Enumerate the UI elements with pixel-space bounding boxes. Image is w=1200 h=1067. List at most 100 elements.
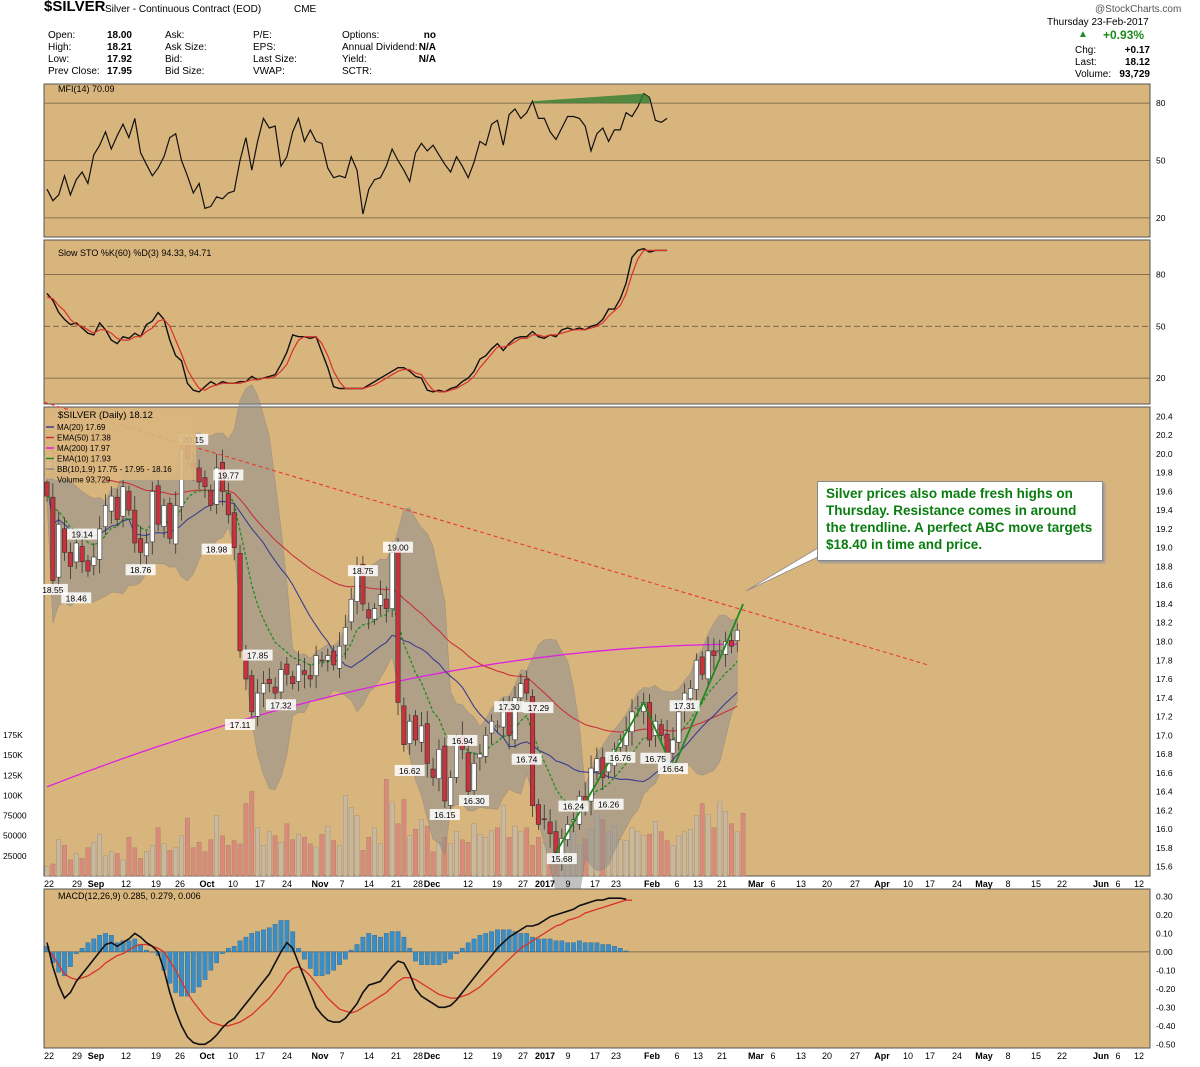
macd-histogram-bar	[290, 931, 296, 953]
legend-entry: EMA(10) 17.93	[57, 455, 111, 464]
macd-histogram-bar	[243, 936, 249, 953]
volume-bar	[512, 825, 518, 877]
candle-body	[120, 486, 126, 517]
x-axis-label: Apr	[874, 879, 890, 889]
candle-body	[395, 547, 401, 703]
abc-move-line	[555, 603, 744, 853]
macd-histogram-bar	[225, 948, 231, 953]
x-axis-label: Nov	[311, 1051, 328, 1061]
x-axis-label: May	[975, 879, 993, 889]
volume-bar	[430, 851, 436, 877]
price-label: 19.77	[213, 469, 244, 481]
macd-histogram-bar	[401, 936, 407, 953]
x-axis-label: 2017	[535, 879, 555, 889]
x-axis-label: 13	[693, 1051, 703, 1061]
price-tick-label: 16.4	[1156, 787, 1173, 797]
x-axis-label: Sep	[88, 879, 105, 889]
volume-bar	[653, 821, 658, 877]
candle-body	[161, 505, 167, 527]
price-tick-label: 16.2	[1156, 805, 1173, 815]
volume-bar	[208, 839, 214, 877]
x-axis-label: 12	[1134, 1051, 1144, 1061]
macd-histogram-bar	[91, 938, 97, 953]
candle-body	[173, 505, 179, 545]
options-label: Yield:	[342, 54, 367, 65]
candle-body	[670, 739, 676, 754]
price-label-box	[429, 809, 460, 821]
x-axis-label: 20	[822, 879, 832, 889]
volume-bar	[196, 842, 202, 877]
macd-histogram-bar	[313, 951, 319, 977]
volume-bar	[149, 845, 155, 877]
x-axis-label: 12	[1134, 879, 1144, 889]
volume-bar	[395, 823, 401, 877]
volume-bar	[85, 847, 91, 877]
price-label-text: 17.29	[528, 703, 550, 713]
price-label-text: 18.46	[66, 593, 88, 603]
volume-bar	[530, 845, 535, 877]
volume-bar	[261, 845, 266, 877]
candle-body	[693, 659, 699, 690]
volume-bar	[734, 831, 740, 877]
volume-bar	[664, 840, 670, 877]
sto-d-line	[46, 249, 668, 393]
candle-body	[155, 485, 161, 525]
volume-bar	[313, 846, 319, 877]
volume-tick-label: 125K	[3, 770, 23, 780]
candle-body	[658, 724, 664, 736]
candle-body	[530, 696, 536, 806]
x-axis-label: 6	[1115, 879, 1120, 889]
macd-histogram-bar	[424, 951, 430, 965]
macd-histogram-bar	[541, 938, 547, 953]
volume-bar	[302, 837, 307, 877]
volume-bar	[366, 837, 372, 877]
volume-bar	[243, 803, 249, 877]
x-axis-label: Oct	[199, 1051, 214, 1061]
volume-bar	[144, 851, 149, 877]
legend-bg	[46, 410, 196, 480]
fundamental-label: Last Size:	[253, 54, 297, 65]
price-label-text: 19.00	[387, 543, 409, 553]
candle-body	[67, 552, 73, 567]
price-label: 17.32	[266, 699, 296, 711]
price-tick-label: 17.6	[1156, 674, 1173, 684]
candle-body	[231, 512, 237, 548]
macd-histogram-bar	[512, 931, 518, 953]
volume-bar	[44, 866, 50, 877]
x-axis-label: 23	[611, 879, 621, 889]
candle-body	[717, 650, 723, 653]
volume-bar	[91, 842, 97, 877]
macd-histogram-bar	[623, 950, 629, 953]
legend-entry: MA(20) 17.69	[57, 423, 106, 432]
mfi-line	[46, 92, 668, 215]
macd-histogram-bar	[173, 951, 179, 993]
volume-bar	[536, 837, 541, 877]
macd-histogram-bar	[62, 951, 67, 977]
price-label: 17.30	[494, 701, 525, 713]
candle-body	[143, 542, 149, 557]
volume-bar	[173, 847, 179, 877]
volume-bar	[389, 801, 395, 877]
macd-histogram-bar	[261, 929, 266, 953]
candle-body	[196, 467, 202, 483]
volume-bar	[413, 829, 418, 877]
volume-bar	[372, 827, 377, 877]
x-axis-label: Oct	[199, 879, 214, 889]
volume-bar	[500, 804, 506, 877]
macd-histogram-bar	[120, 940, 126, 953]
price-tick-label: 17.0	[1156, 730, 1173, 740]
sto-tick-label: 50	[1156, 321, 1166, 331]
volume-bar	[307, 843, 313, 877]
candle-body	[348, 598, 354, 623]
volume-bar	[495, 827, 500, 877]
volume-bar	[623, 840, 629, 877]
candle-body	[436, 749, 442, 779]
bidask-label: Bid:	[165, 54, 183, 65]
price-tick-label: 20.4	[1156, 411, 1173, 421]
price-label-box	[640, 752, 671, 764]
quote-value: 17.92	[106, 54, 132, 65]
candle-body	[728, 640, 734, 647]
macd-histogram-bar	[582, 942, 588, 953]
macd-histogram-bar	[559, 940, 565, 953]
macd-histogram-bar	[495, 929, 500, 953]
